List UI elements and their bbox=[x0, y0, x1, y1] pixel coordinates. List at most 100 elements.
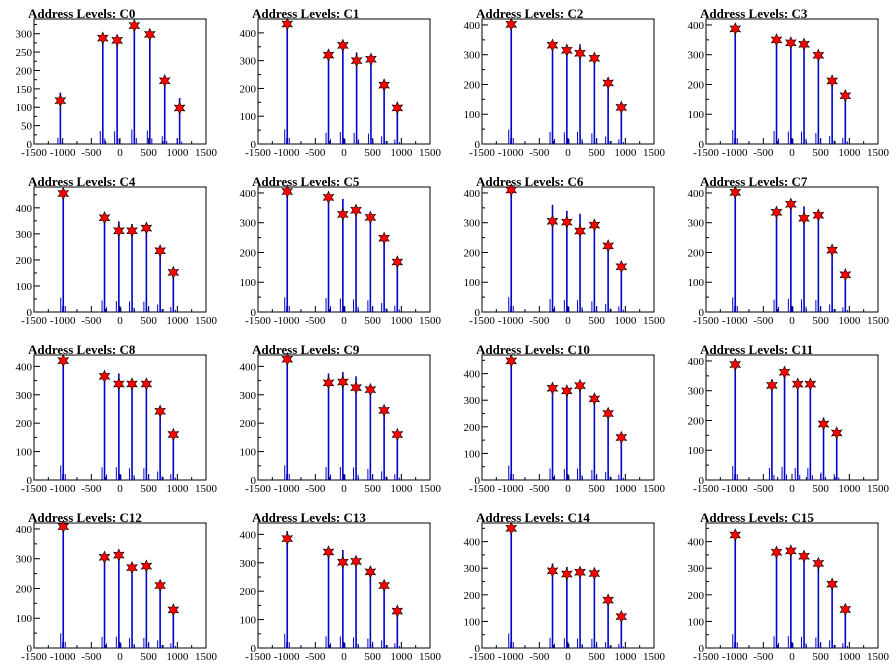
chart-svg: Address Levels: C5 0 100 200 300 400 -1500 -100… bbox=[240, 174, 442, 327]
x-tick-label: -500 bbox=[81, 651, 102, 663]
peak-marker bbox=[588, 218, 601, 232]
peak-marker bbox=[729, 357, 742, 372]
x-tick-label: -500 bbox=[305, 483, 326, 495]
peak-marker bbox=[602, 406, 614, 421]
peak-marker bbox=[158, 74, 171, 88]
y-tick-label: 100 bbox=[464, 616, 481, 628]
chart-title: Address Levels: C5 bbox=[252, 174, 360, 189]
x-tick-label: 1000 bbox=[838, 315, 861, 327]
x-tick-label: 0 bbox=[117, 147, 123, 159]
peak-marker bbox=[322, 190, 335, 205]
x-tick-label: 0 bbox=[117, 315, 123, 327]
x-tick-label: 1500 bbox=[195, 651, 218, 663]
x-tick-label: 1500 bbox=[419, 147, 442, 159]
chart-svg: Address Levels: C6 0 100 200 300 400 -1500 -100… bbox=[464, 174, 666, 327]
peak-marker bbox=[140, 221, 153, 235]
y-tick-label: 300 bbox=[688, 218, 705, 230]
peak-marker bbox=[391, 101, 404, 115]
peak-marker bbox=[337, 375, 349, 389]
x-tick-label: -1500 bbox=[469, 483, 495, 495]
plot-frame bbox=[705, 18, 879, 145]
x-tick-label: -500 bbox=[305, 147, 326, 159]
y-tick-label: 400 bbox=[688, 356, 705, 368]
chart-panel-10: Address Levels: C10 0 100 200 300 400 -1500 -10… bbox=[448, 336, 672, 504]
x-tick-label: -1000 bbox=[274, 651, 300, 663]
y-tick-label: 100 bbox=[688, 616, 705, 628]
y-tick-label: 0 bbox=[699, 643, 705, 655]
peak-marker bbox=[588, 51, 601, 66]
y-tick-label: 100 bbox=[688, 445, 705, 457]
x-tick-label: 1000 bbox=[614, 315, 637, 327]
y-tick-label: 100 bbox=[464, 277, 481, 289]
x-tick-label: 1500 bbox=[867, 483, 890, 495]
x-tick-label: 1000 bbox=[614, 651, 637, 663]
y-tick-label: 300 bbox=[464, 395, 481, 407]
x-tick-label: -500 bbox=[753, 147, 774, 159]
y-tick-label: 400 bbox=[240, 529, 257, 541]
y-tick-label: 200 bbox=[240, 247, 257, 259]
peak-marker bbox=[615, 430, 628, 445]
y-tick-label: 200 bbox=[16, 583, 33, 595]
peak-marker bbox=[830, 426, 843, 440]
peak-marker bbox=[785, 544, 797, 558]
x-tick-label: 0 bbox=[565, 147, 571, 159]
chart-title: Address Levels: C13 bbox=[252, 510, 366, 525]
peak-marker bbox=[839, 602, 852, 617]
x-tick-label: -500 bbox=[753, 315, 774, 327]
peak-marker bbox=[729, 185, 742, 200]
peak-marker bbox=[561, 43, 573, 57]
y-tick-label: 300 bbox=[16, 29, 33, 41]
x-tick-label: -1500 bbox=[21, 147, 47, 159]
chart-panel-11: Address Levels: C11 0 100 200 300 400 -1500 -10… bbox=[672, 336, 896, 504]
x-tick-label: 500 bbox=[364, 315, 381, 327]
peak-marker bbox=[322, 545, 335, 559]
x-tick-label: -500 bbox=[81, 147, 102, 159]
x-tick-label: 1000 bbox=[390, 147, 413, 159]
chart-title: Address Levels: C11 bbox=[700, 342, 813, 357]
peak-marker bbox=[350, 203, 362, 217]
peak-marker bbox=[143, 27, 156, 42]
y-tick-label: 0 bbox=[251, 643, 257, 655]
y-tick-label: 0 bbox=[27, 139, 33, 151]
x-tick-label: 0 bbox=[565, 315, 571, 327]
peak-marker bbox=[128, 18, 141, 33]
x-tick-label: 1500 bbox=[195, 147, 218, 159]
peak-marker bbox=[812, 556, 825, 571]
peak-marker bbox=[561, 567, 573, 581]
chart-title: Address Levels: C2 bbox=[476, 6, 583, 21]
chart-svg: Address Levels: C13 0 100 200 300 400 -1500 -10… bbox=[240, 510, 442, 663]
peak-marker bbox=[839, 89, 852, 103]
peak-marker bbox=[602, 593, 614, 607]
peak-marker bbox=[826, 577, 838, 591]
peak-marker bbox=[364, 210, 377, 225]
chart-svg: Address Levels: C4 0 100 200 300 400 -1500 -100… bbox=[16, 174, 218, 327]
chart-panel-1: Address Levels: C1 0 100 200 300 400 -1500 -100… bbox=[224, 0, 448, 168]
peak-marker bbox=[602, 76, 614, 90]
peak-marker bbox=[546, 214, 559, 228]
y-tick-label: 200 bbox=[240, 586, 257, 598]
y-tick-label: 100 bbox=[240, 447, 257, 459]
peak-marker bbox=[826, 243, 838, 257]
peak-marker bbox=[364, 565, 377, 579]
chart-svg: Address Levels: C8 0 100 200 300 400 -1500 -100… bbox=[16, 342, 218, 495]
peak-marker bbox=[57, 186, 70, 201]
peak-marker bbox=[546, 381, 559, 395]
x-tick-label: 500 bbox=[812, 483, 829, 495]
y-tick-label: 300 bbox=[240, 558, 257, 570]
chart-title: Address Levels: C14 bbox=[476, 510, 590, 525]
chart-svg: Address Levels: C15 0 100 200 300 400 -1500 -10… bbox=[688, 510, 890, 663]
y-tick-label: 0 bbox=[475, 475, 481, 487]
x-tick-label: 0 bbox=[789, 651, 795, 663]
peak-marker bbox=[126, 560, 138, 575]
x-tick-label: 0 bbox=[789, 315, 795, 327]
y-tick-label: 400 bbox=[464, 20, 481, 32]
chart-svg: Address Levels: C0 0 50 100 150 200 250 300 -150… bbox=[16, 6, 218, 159]
x-tick-label: 1000 bbox=[390, 315, 413, 327]
plot-frame bbox=[705, 522, 879, 649]
peak-marker bbox=[574, 46, 586, 60]
x-tick-label: 500 bbox=[812, 651, 829, 663]
y-tick-label: 200 bbox=[464, 422, 481, 434]
x-tick-label: 1500 bbox=[867, 315, 890, 327]
y-tick-label: 200 bbox=[688, 79, 705, 91]
chart-svg: Address Levels: C11 0 100 200 300 400 -1500 -10… bbox=[688, 342, 890, 495]
